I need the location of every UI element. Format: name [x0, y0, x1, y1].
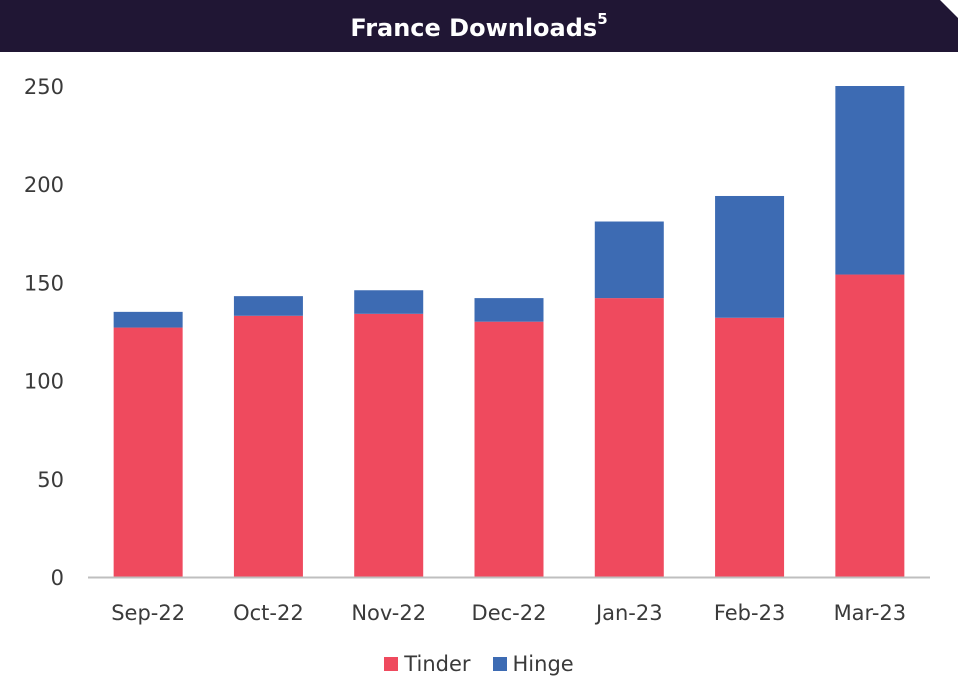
chart-title-text: France Downloads	[350, 14, 598, 42]
bar-hinge-jan-23	[594, 221, 664, 299]
x-tick-label: Mar-23	[834, 601, 907, 625]
bar-tinder-mar-23	[835, 274, 905, 577]
title-bar	[0, 0, 958, 52]
chart-title-footnote: 5	[597, 10, 608, 28]
chart-title: France Downloads5	[0, 0, 958, 52]
bar-tinder-nov-22	[354, 313, 424, 577]
bar-tinder-feb-23	[715, 317, 785, 577]
bar-tinder-jan-23	[594, 298, 664, 577]
x-tick-label: Sep-22	[111, 601, 185, 625]
legend-label-hinge: Hinge	[512, 652, 574, 676]
bar-hinge-nov-22	[354, 290, 424, 314]
y-tick-label: 100	[24, 370, 64, 394]
y-tick-label: 50	[37, 468, 64, 492]
legend-swatch-tinder	[384, 657, 399, 671]
x-tick-label: Nov-22	[351, 601, 426, 625]
bar-tinder-oct-22	[233, 315, 303, 577]
y-tick-label: 200	[24, 173, 64, 197]
legend-item-hinge: Hinge	[492, 652, 574, 676]
y-tick-label: 150	[24, 271, 64, 295]
bar-tinder-sep-22	[113, 327, 183, 577]
bar-hinge-oct-22	[233, 296, 303, 316]
legend-item-tinder: Tinder	[384, 652, 471, 676]
chart-legend: Tinder Hinge	[0, 648, 958, 680]
x-tick-label: Dec-22	[472, 601, 547, 625]
x-tick-label: Jan-23	[594, 601, 663, 625]
chart-plot: 0 50 100 150 200 250 Sep-22 Oct-22 Nov-22 Dec-22 J…	[24, 75, 930, 625]
x-tick-label: Feb-23	[714, 601, 785, 625]
x-tick-label: Oct-22	[233, 601, 304, 625]
bar-tinder-dec-22	[474, 321, 544, 577]
bar-hinge-sep-22	[113, 311, 183, 328]
bar-hinge-dec-22	[474, 298, 544, 322]
bar-hinge-feb-23	[715, 195, 785, 318]
legend-label-tinder: Tinder	[404, 652, 471, 676]
y-tick-label: 250	[24, 75, 64, 99]
legend-swatch-hinge	[492, 657, 507, 671]
bar-hinge-mar-23	[835, 86, 905, 275]
y-tick-label: 0	[51, 566, 64, 590]
